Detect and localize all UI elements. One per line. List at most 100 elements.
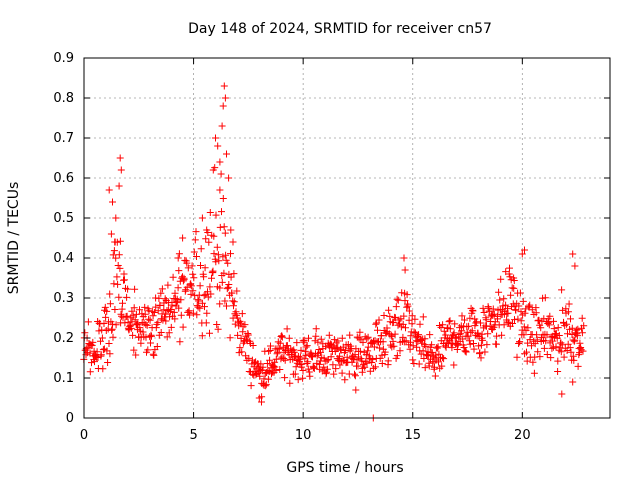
data-point [179,234,187,242]
data-point [93,348,101,356]
data-point [224,283,232,291]
data-point [570,356,578,364]
data-point [421,364,429,372]
data-point [171,315,179,323]
data-point [545,321,553,329]
data-point [563,320,571,328]
data-point [520,331,528,339]
data-point [216,186,224,194]
data-point [468,327,476,335]
data-point [500,295,508,303]
data-point [329,361,337,369]
data-point [194,296,202,304]
data-point [196,282,204,290]
data-point [533,331,541,339]
data-point [423,351,431,359]
data-point [198,332,206,340]
x-tick-label: 20 [514,428,531,443]
data-point [299,337,307,345]
data-point [124,285,132,293]
data-point [116,154,124,162]
data-point [264,375,272,383]
data-point [469,307,477,315]
data-point [183,259,191,267]
data-point [310,364,318,372]
data-point [393,295,401,303]
data-point [220,82,228,90]
data-point [504,309,512,317]
data-point [521,350,529,358]
data-point [286,379,294,387]
data-point [97,337,104,345]
data-point [338,334,346,342]
data-point [113,273,121,281]
data-point [558,341,566,349]
data-point [327,353,335,361]
data-point [150,351,158,359]
data-point [214,325,222,333]
data-point [106,350,114,358]
data-point [222,251,230,259]
data-point [389,337,397,345]
data-point [521,309,529,317]
data-point [89,338,97,346]
data-point [406,345,414,353]
data-point [426,331,434,339]
data-point [571,262,579,270]
data-point [415,331,423,339]
data-point [299,367,307,374]
data-point [400,338,408,346]
data-point [415,360,423,368]
data-point [362,358,370,366]
data-point [558,390,566,398]
data-point [391,330,399,338]
data-point [455,331,463,338]
data-point [371,363,379,371]
data-point [564,330,571,338]
data-point [400,312,408,320]
y-tick-label: 0 [66,411,74,426]
data-point [299,374,307,382]
data-point [302,343,310,351]
data-point [217,170,225,178]
data-point [154,318,162,326]
data-point [177,311,185,319]
data-point [280,355,288,362]
data-point [189,309,197,317]
data-point [574,325,582,333]
data-point [155,294,163,302]
data-point [238,348,246,356]
data-point [97,351,105,359]
data-point [123,312,131,320]
data-point [225,174,233,182]
data-point [435,358,442,366]
data-point [394,321,402,329]
data-point [262,382,270,390]
data-point [209,166,217,174]
data-point [537,324,545,332]
data-point [567,348,575,356]
data-point [516,289,524,297]
data-point [127,324,135,332]
data-point [221,229,229,237]
data-point [451,334,459,342]
data-point [355,334,363,342]
data-point [223,285,231,293]
data-point [425,362,433,370]
data-point [145,307,153,315]
data-point [350,355,358,363]
data-point [119,299,126,307]
data-point [169,273,177,281]
data-point [504,318,512,326]
data-point [569,378,577,386]
data-point [201,264,209,272]
data-point [236,317,244,325]
data-point [354,362,362,370]
data-point [353,333,361,341]
data-point [109,333,117,341]
data-point [535,317,543,324]
data-point [446,325,454,333]
data-point [179,323,187,331]
data-point [141,310,149,318]
